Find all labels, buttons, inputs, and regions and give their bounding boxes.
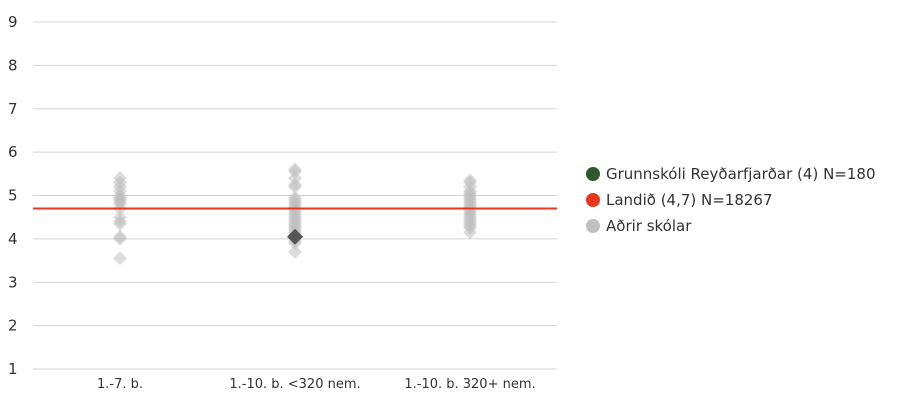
y-tick-label: 8 (8, 56, 18, 74)
y-tick-label: 5 (8, 187, 18, 205)
data-point-highlighted-school (287, 228, 303, 245)
legend-marker-other-schools (586, 219, 600, 233)
legend-marker-school (586, 167, 600, 181)
data-points (113, 162, 477, 266)
legend-marker-national (586, 193, 600, 207)
legend-label-other-schools: Aðrir skólar (606, 217, 692, 235)
legend-item-school: Grunnskóli Reyðarfjarðar (4) N=180 (586, 161, 876, 187)
y-tick-label: 1 (8, 360, 18, 378)
y-tick-label: 6 (8, 143, 18, 161)
x-tick-label: 1.-10. b. <320 nem. (229, 377, 360, 392)
data-point-other-school (288, 179, 302, 194)
x-tick-label: 1.-7. b. (97, 377, 143, 392)
y-tick-label: 9 (8, 13, 18, 31)
y-tick-label: 2 (8, 317, 18, 335)
highlight-points (287, 228, 303, 245)
data-point-other-school (113, 216, 127, 231)
y-axis-tick-labels: 1 2 3 4 5 6 7 8 9 (8, 13, 18, 378)
y-tick-label: 7 (8, 100, 18, 118)
legend-item-other-schools: Aðrir skólar (586, 213, 876, 239)
chart-legend: Grunnskóli Reyðarfjarðar (4) N=180 Landi… (586, 161, 876, 239)
y-tick-label: 3 (8, 273, 18, 291)
y-tick-label: 4 (8, 230, 18, 248)
data-point-other-school (113, 231, 127, 246)
legend-label-school: Grunnskóli Reyðarfjarðar (4) N=180 (606, 165, 876, 183)
x-tick-label: 1.-10. b. 320+ nem. (404, 377, 535, 392)
x-axis-tick-labels: 1.-7. b. 1.-10. b. <320 nem. 1.-10. b. 320… (97, 377, 536, 392)
data-point-other-school (113, 251, 127, 266)
legend-item-national: Landið (4,7) N=18267 (586, 187, 876, 213)
legend-label-national: Landið (4,7) N=18267 (606, 191, 773, 209)
data-point-other-school (463, 225, 477, 240)
data-point-other-school (288, 244, 302, 259)
